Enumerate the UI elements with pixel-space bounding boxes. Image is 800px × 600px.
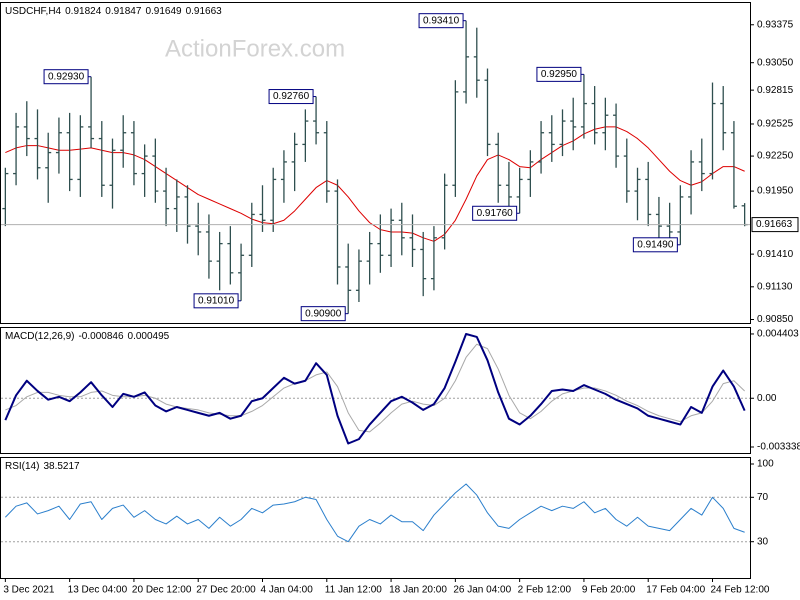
y-tick-label: 0.93375 [757, 19, 794, 30]
y-tick-label: 0.91130 [757, 281, 793, 292]
y-tick-label: 0.00 [757, 393, 777, 404]
annotation-label: 0.92760 [273, 91, 310, 102]
header-value: -0.000846 [78, 331, 123, 342]
y-tick-label: 30 [757, 536, 769, 547]
x-tick-label: 4 Jan 04:00 [261, 585, 314, 596]
y-tick-label: 0.92525 [757, 119, 794, 130]
x-tick-label: 2 Feb 12:00 [518, 585, 572, 596]
annotation-label: 0.92930 [48, 71, 85, 82]
panel-frame [0, 457, 751, 579]
header-value: 0.91649 [145, 6, 182, 17]
y-tick-label: 100 [757, 459, 774, 470]
indicator-name: MACD(12,26,9) [5, 331, 74, 342]
y-tick-label: 70 [757, 492, 769, 503]
x-tick-label: 24 Feb 12:00 [711, 585, 770, 596]
header-value: 0.000495 [128, 331, 170, 342]
series-line [5, 483, 745, 543]
header-value: 0.91663 [186, 6, 223, 17]
last-price-label: 0.91663 [756, 219, 793, 230]
panel-header: USDCHF,H4 0.91824 0.91847 0.91649 0.91663 [5, 6, 222, 17]
moving-average [5, 126, 745, 242]
x-tick-label: 9 Feb 20:00 [582, 585, 636, 596]
y-tick-label: 0.91950 [757, 186, 794, 197]
x-tick-label: 18 Jan 20:00 [389, 585, 447, 596]
y-tick-label: 0.93050 [757, 57, 794, 68]
annotation-label: 0.91760 [477, 208, 514, 219]
x-tick-label: 17 Feb 04:00 [646, 585, 705, 596]
y-tick-label: 0.92815 [757, 85, 794, 96]
panel-header: RSI(14) 38.5217 [5, 461, 80, 472]
panel-frame [0, 2, 751, 324]
annotation-box [43, 69, 89, 85]
x-tick-label: 20 Dec 12:00 [132, 585, 192, 596]
x-tick-label: 11 Jan 12:00 [325, 585, 383, 596]
x-tick-label: 27 Dec 20:00 [196, 585, 256, 596]
x-tick-label: 13 Dec 04:00 [68, 585, 128, 596]
x-tick-label: 3 Dec 2021 [3, 585, 55, 596]
annotation-label: 0.92950 [541, 69, 578, 80]
annotation-box [536, 66, 582, 82]
y-tick-label: 0.92250 [757, 151, 794, 162]
y-tick-label: -0.003338 [757, 442, 800, 453]
header-value: 38.5217 [43, 461, 80, 472]
annotation-box [418, 13, 464, 29]
annotation-label: 0.91490 [637, 239, 674, 250]
header-value: 0.91847 [105, 6, 142, 17]
last-price-box [751, 217, 799, 233]
series-line [4, 333, 746, 445]
annotation-box [193, 293, 239, 309]
annotation-box [632, 237, 678, 253]
panel-frame [0, 327, 751, 454]
header-value: 0.91824 [65, 6, 102, 17]
x-tick-label: 26 Jan 04:00 [453, 585, 511, 596]
annotation-box [268, 89, 314, 105]
indicator-name: USDCHF,H4 [5, 6, 62, 17]
indicator-name: RSI(14) [5, 461, 39, 472]
annotation-box [300, 306, 346, 322]
panel-header: MACD(12,26,9) -0.000846 0.000495 [5, 331, 170, 342]
y-tick-label: 0.91410 [757, 249, 794, 260]
annotation-label: 0.93410 [423, 15, 460, 26]
annotation-label: 0.90900 [305, 308, 342, 319]
y-tick-label: 0.004403 [757, 329, 799, 340]
watermark: ActionForex.com [165, 35, 345, 62]
series-line [5, 343, 745, 433]
annotation-box [472, 205, 518, 221]
y-tick-label: 0.90850 [757, 314, 794, 325]
annotation-label: 0.91010 [198, 295, 235, 306]
